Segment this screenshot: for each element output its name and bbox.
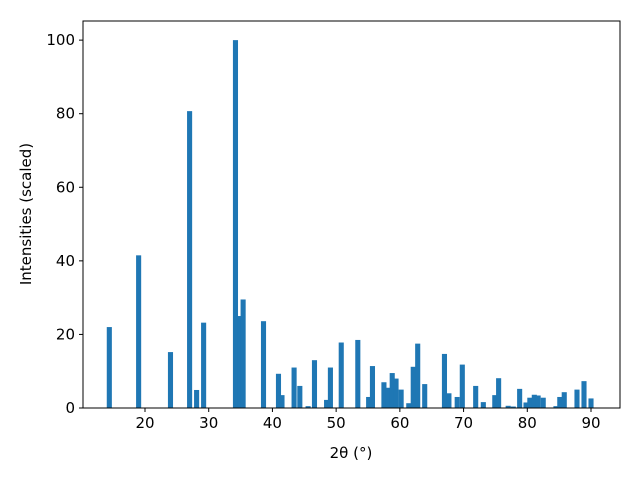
bar bbox=[355, 339, 361, 408]
bar bbox=[232, 40, 239, 409]
bar bbox=[454, 396, 460, 408]
bar bbox=[410, 366, 416, 408]
x-tick-label: 20 bbox=[135, 414, 154, 432]
bar bbox=[279, 395, 285, 408]
bar bbox=[505, 405, 511, 408]
bar bbox=[297, 385, 303, 408]
plot-frame bbox=[82, 20, 621, 409]
bar bbox=[540, 397, 546, 408]
bar bbox=[523, 402, 529, 408]
bar bbox=[275, 373, 282, 408]
bar bbox=[422, 384, 428, 408]
y-tick-label: 40 bbox=[56, 252, 75, 270]
bar bbox=[389, 373, 395, 408]
bar bbox=[398, 389, 404, 408]
x-tick-label: 70 bbox=[454, 414, 473, 432]
x-tick-label: 90 bbox=[581, 414, 600, 432]
bar bbox=[473, 385, 479, 408]
bar bbox=[369, 366, 376, 408]
bar bbox=[167, 352, 174, 408]
bar bbox=[201, 322, 207, 408]
bar bbox=[240, 299, 246, 408]
bar bbox=[510, 406, 516, 408]
x-tick-label: 60 bbox=[390, 414, 409, 432]
bar bbox=[441, 353, 448, 408]
bar bbox=[237, 316, 243, 408]
bar bbox=[574, 389, 580, 408]
bar bbox=[187, 111, 193, 408]
bar bbox=[480, 402, 486, 408]
bar bbox=[366, 396, 372, 408]
y-tick-label: 80 bbox=[56, 105, 75, 123]
x-tick-label: 50 bbox=[327, 414, 346, 432]
y-tick-label: 20 bbox=[56, 325, 75, 343]
bar bbox=[492, 395, 498, 408]
bar bbox=[531, 394, 537, 408]
y-axis-label: Intensities (scaled) bbox=[17, 143, 35, 285]
bar bbox=[557, 396, 563, 408]
bar bbox=[527, 397, 533, 408]
bar bbox=[385, 387, 391, 408]
bar bbox=[415, 343, 421, 408]
y-tick-label: 0 bbox=[65, 399, 75, 417]
bar bbox=[581, 381, 587, 408]
y-tick-label: 60 bbox=[56, 178, 75, 196]
bar bbox=[194, 389, 200, 408]
bar bbox=[311, 360, 318, 408]
bar bbox=[588, 398, 594, 408]
bar bbox=[517, 388, 523, 408]
bar bbox=[393, 378, 399, 408]
bar bbox=[305, 406, 311, 408]
y-tick-label: 100 bbox=[46, 31, 75, 49]
x-tick-label: 30 bbox=[199, 414, 218, 432]
x-axis-label: 2θ (°) bbox=[330, 444, 373, 462]
bar bbox=[106, 327, 112, 408]
bar bbox=[459, 364, 465, 408]
bar bbox=[381, 382, 387, 408]
x-tick-label: 40 bbox=[263, 414, 282, 432]
bar bbox=[324, 399, 330, 408]
bar bbox=[496, 378, 502, 408]
bar bbox=[260, 321, 267, 408]
bar bbox=[136, 255, 142, 408]
bar bbox=[446, 393, 452, 408]
bar bbox=[406, 403, 412, 408]
bar bbox=[338, 342, 344, 408]
bar bbox=[327, 367, 333, 408]
bar bbox=[553, 406, 559, 408]
bar bbox=[535, 395, 541, 408]
bar bbox=[291, 367, 297, 408]
x-tick-label: 80 bbox=[518, 414, 537, 432]
bar bbox=[561, 392, 567, 408]
